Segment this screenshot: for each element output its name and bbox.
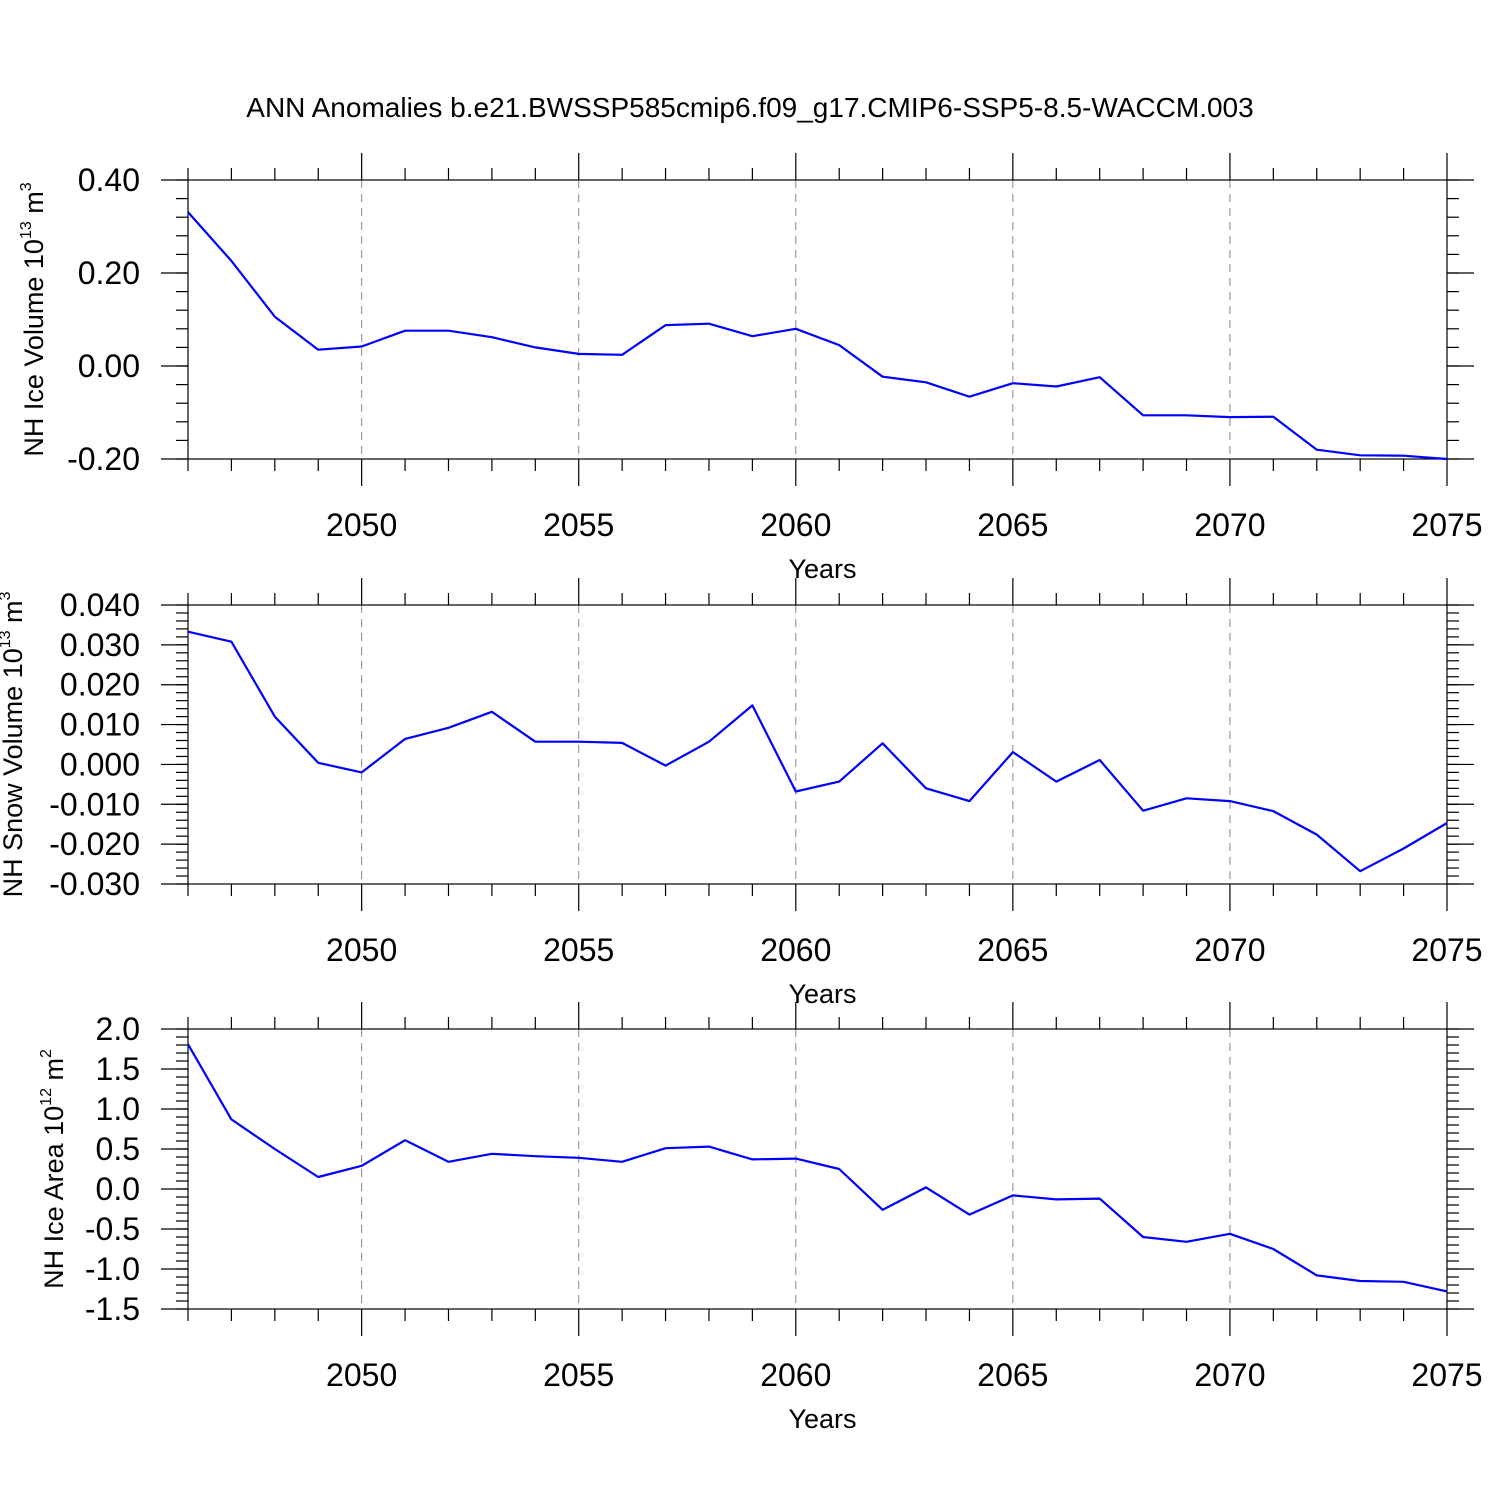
y-tick-label: 0.030	[60, 627, 140, 663]
chart-title: ANN Anomalies b.e21.BWSSP585cmip6.f09_g1…	[246, 92, 1253, 123]
x-axis-label: Years	[788, 1404, 856, 1434]
y-axis-label: NH Ice Area 1012 m2	[38, 1049, 69, 1289]
y-axis-label: NH Ice Volume 1013 m3	[18, 182, 49, 456]
x-tick-label: 2070	[1194, 1357, 1265, 1393]
y-tick-label: -0.010	[49, 786, 140, 822]
x-tick-label: 2075	[1411, 932, 1482, 968]
series-line	[187, 1043, 1448, 1293]
x-axis-label: Years	[788, 554, 856, 584]
x-tick-label: 2065	[977, 507, 1048, 543]
x-tick-label: 2060	[760, 507, 831, 543]
y-tick-label: -0.020	[49, 826, 140, 862]
plot-frame	[187, 604, 1448, 885]
series-line	[187, 211, 1448, 461]
y-tick-label: 1.5	[96, 1051, 140, 1087]
plot-frame	[187, 1028, 1448, 1310]
x-tick-label: 2075	[1411, 507, 1482, 543]
x-axis-label: Years	[788, 979, 856, 1009]
x-tick-label: 2060	[760, 1357, 831, 1393]
x-tick-label: 2065	[977, 1357, 1048, 1393]
chart-panel-1: -0.20 0.00 0.20 0.40 2050 2055 2060 2065 2070 207…	[18, 153, 1483, 584]
x-tick-label: 2050	[326, 932, 397, 968]
x-tick-label: 2055	[543, 1357, 614, 1393]
y-tick-label: 0.010	[60, 707, 140, 743]
y-axis-label: NH Snow Volume 1013 m3	[0, 591, 28, 897]
plot-frame	[187, 179, 1448, 460]
y-tick-label: 1.0	[96, 1091, 140, 1127]
x-tick-label: 2065	[977, 932, 1048, 968]
chart-panel-3: -1.5 -1.0 -0.5 0.0 0.5 1.0 1.5 2.0 2050 2055 2060 2…	[38, 1002, 1483, 1434]
y-tick-label: -0.20	[67, 441, 140, 477]
y-tick-label: 0.040	[60, 587, 140, 623]
y-tick-label: 0.000	[60, 746, 140, 782]
y-tick-label: -0.030	[49, 866, 140, 902]
y-tick-label: -1.0	[85, 1251, 140, 1287]
y-tick-label: 0.0	[96, 1171, 140, 1207]
x-tick-label: 2050	[326, 507, 397, 543]
y-tick-label: 0.20	[78, 255, 140, 291]
y-tick-label: 0.5	[96, 1131, 140, 1167]
y-tick-label: -1.5	[85, 1291, 140, 1327]
x-tick-label: 2075	[1411, 1357, 1482, 1393]
x-tick-label: 2055	[543, 507, 614, 543]
x-tick-label: 2060	[760, 932, 831, 968]
x-tick-label: 2050	[326, 1357, 397, 1393]
x-tick-label: 2070	[1194, 507, 1265, 543]
y-tick-label: 0.40	[78, 162, 140, 198]
y-tick-label: -0.5	[85, 1211, 140, 1247]
y-tick-label: 0.00	[78, 348, 140, 384]
y-tick-label: 2.0	[96, 1011, 140, 1047]
y-tick-label: 0.020	[60, 667, 140, 703]
series-line	[187, 630, 1448, 873]
x-tick-label: 2055	[543, 932, 614, 968]
x-tick-label: 2070	[1194, 932, 1265, 968]
